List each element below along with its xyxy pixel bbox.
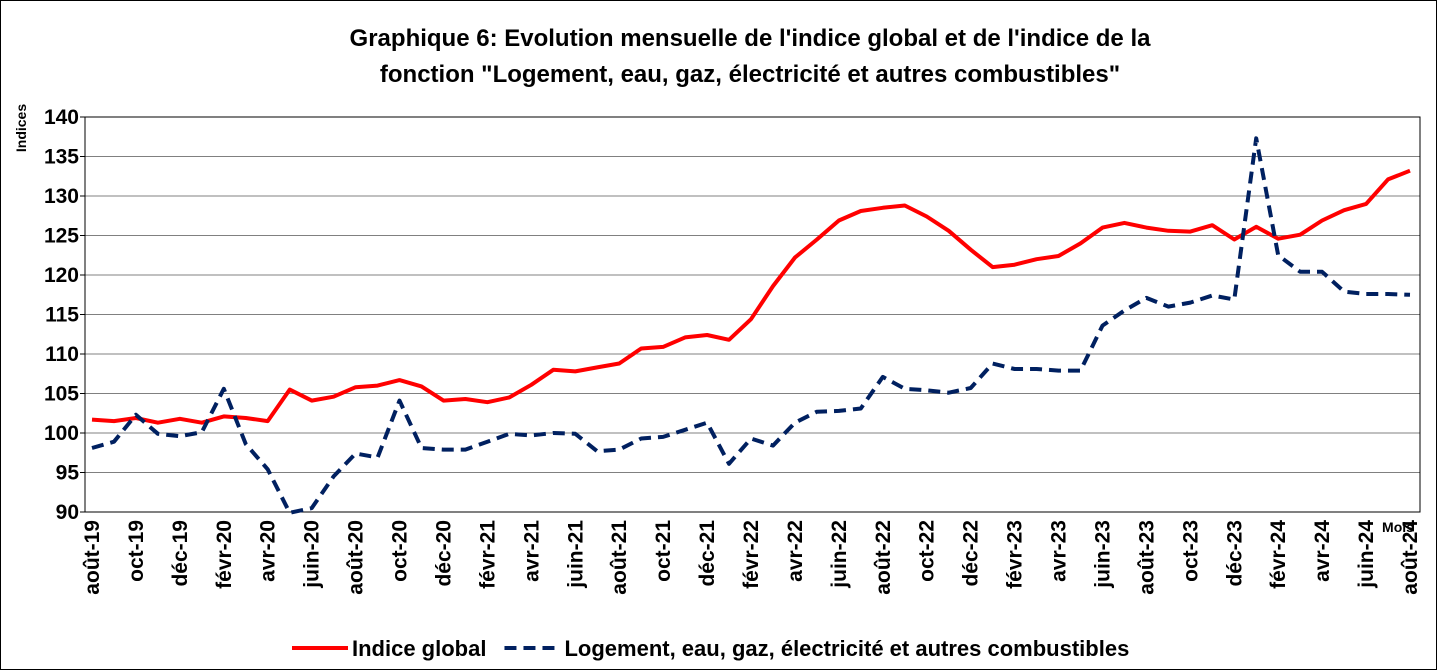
y-tick-label: 95	[56, 462, 80, 485]
x-tick-label: avr-23	[1048, 520, 1071, 582]
x-tick-label: avr-22	[784, 520, 807, 582]
x-tick-label: juin-21	[564, 520, 587, 589]
x-tick-label: oct-22	[916, 520, 939, 582]
x-tick-label: déc-21	[696, 520, 719, 587]
x-tick-label: févr-24	[1267, 520, 1290, 589]
x-tick-label: août-24	[1399, 520, 1422, 595]
x-tick-label: juin-23	[1091, 520, 1114, 589]
x-tick-label: août-20	[345, 520, 368, 595]
y-tick-label: 90	[56, 501, 79, 524]
y-tick-label: 105	[44, 383, 79, 406]
plot-border	[84, 116, 1421, 513]
x-tick-label: août-23	[1135, 520, 1158, 595]
x-tick-label: avr-24	[1311, 520, 1334, 582]
x-tick-label: déc-19	[169, 520, 192, 587]
x-tick-label: févr-20	[213, 520, 236, 589]
y-tick-label: 115	[45, 304, 79, 327]
x-tick-label: févr-23	[1004, 520, 1027, 589]
y-axis-label: Indices	[13, 104, 29, 152]
x-tick-label: févr-22	[740, 520, 763, 589]
y-tick-label: 140	[44, 106, 79, 129]
y-tick-label: 135	[44, 146, 79, 169]
x-tick-label: oct-23	[1179, 520, 1202, 582]
legend-label: Logement, eau, gaz, électricité et autre…	[564, 636, 1129, 661]
x-tick-label: oct-20	[389, 520, 412, 582]
series-line	[91, 136, 1411, 515]
y-tick-label: 120	[44, 264, 79, 287]
x-tick-label: juin-24	[1355, 520, 1378, 589]
x-axis-label: Mois	[1382, 519, 1414, 535]
y-tick-label: 130	[44, 185, 79, 208]
x-tick-label: août-21	[608, 520, 631, 595]
x-tick-label: juin-22	[828, 520, 851, 589]
x-tick-label: oct-19	[125, 520, 148, 582]
y-tick-label: 125	[44, 225, 79, 248]
x-tick-label: avr-20	[257, 520, 280, 582]
y-tick-label: 110	[45, 343, 79, 366]
x-tick-label: déc-22	[960, 520, 983, 587]
chart-title: fonction "Logement, eau, gaz, électricit…	[380, 61, 1120, 88]
x-tick-label: févr-21	[476, 520, 499, 589]
series-line	[91, 168, 1411, 425]
x-tick-label: déc-23	[1223, 520, 1246, 587]
y-tick-label: 100	[44, 422, 79, 445]
chart-title: Graphique 6: Evolution mensuelle de l'in…	[350, 25, 1152, 52]
x-tick-label: avr-21	[520, 520, 543, 582]
x-tick-label: août-19	[81, 520, 104, 595]
x-tick-label: juin-20	[301, 520, 324, 589]
legend-label: Indice global	[352, 636, 486, 661]
x-tick-label: août-22	[872, 520, 895, 595]
x-tick-label: oct-21	[652, 520, 675, 582]
x-tick-label: déc-20	[432, 520, 455, 587]
